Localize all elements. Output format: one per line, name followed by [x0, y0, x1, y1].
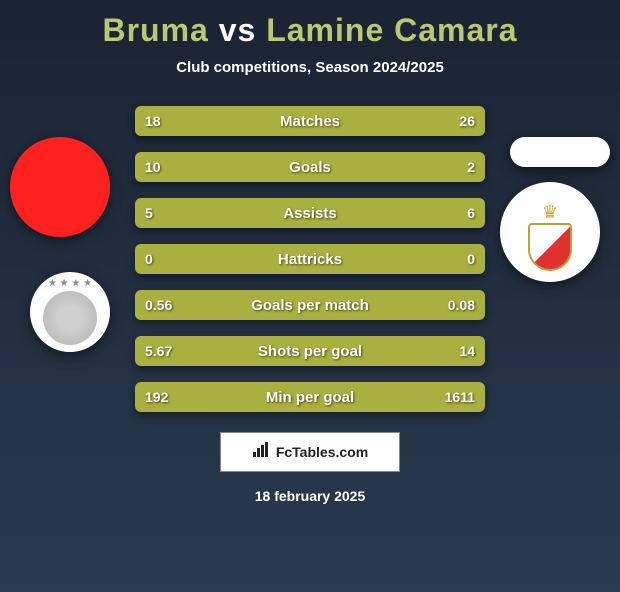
stat-left-value: 18: [135, 113, 195, 129]
crest-stars-icon: ★ ★ ★ ★: [30, 278, 110, 289]
stat-right-value: 14: [425, 343, 485, 359]
stat-row: 0Hattricks0: [135, 244, 485, 274]
chart-icon: [252, 442, 270, 463]
stat-left-value: 5: [135, 205, 195, 221]
stat-label: Hattricks: [195, 251, 425, 268]
stat-label: Goals: [195, 159, 425, 176]
stat-right-value: 0.08: [425, 297, 485, 313]
stat-row: 5.67Shots per goal14: [135, 336, 485, 366]
stat-row: 18Matches26: [135, 106, 485, 136]
stat-label: Assists: [195, 205, 425, 222]
stat-label: Goals per match: [195, 297, 425, 314]
player2-name: Lamine Camara: [266, 12, 517, 48]
watermark: FcTables.com: [220, 432, 400, 472]
player1-name: Bruma: [102, 12, 208, 48]
stat-label: Shots per goal: [195, 343, 425, 360]
stat-row: 192Min per goal1611: [135, 382, 485, 412]
stat-right-value: 0: [425, 251, 485, 267]
stat-label: Matches: [195, 113, 425, 130]
stat-right-value: 2: [425, 159, 485, 175]
subtitle: Club competitions, Season 2024/2025: [0, 59, 620, 76]
watermark-text: FcTables.com: [276, 444, 368, 460]
stat-right-value: 26: [425, 113, 485, 129]
stat-left-value: 0: [135, 251, 195, 267]
club1-crest: ★ ★ ★ ★: [30, 272, 110, 352]
crown-icon: ♛: [525, 202, 575, 223]
club2-crest: ♛: [500, 182, 600, 282]
crest-inner-icon: [43, 291, 97, 345]
stat-row: 0.56Goals per match0.08: [135, 290, 485, 320]
stat-left-value: 10: [135, 159, 195, 175]
player1-photo: [10, 137, 110, 237]
stat-left-value: 5.67: [135, 343, 195, 359]
stat-row: 10Goals2: [135, 152, 485, 182]
date-label: 18 february 2025: [0, 488, 620, 504]
player2-photo: [510, 137, 610, 167]
stat-label: Min per goal: [195, 389, 425, 406]
stat-left-value: 0.56: [135, 297, 195, 313]
stats-container: 18Matches2610Goals25Assists60Hattricks00…: [135, 106, 485, 412]
shield-icon: [528, 223, 572, 271]
vs-label: vs: [219, 12, 257, 48]
comparison-title: Bruma vs Lamine Camara: [0, 12, 620, 49]
stat-right-value: 1611: [425, 389, 485, 405]
stat-left-value: 192: [135, 389, 195, 405]
stat-row: 5Assists6: [135, 198, 485, 228]
stat-right-value: 6: [425, 205, 485, 221]
